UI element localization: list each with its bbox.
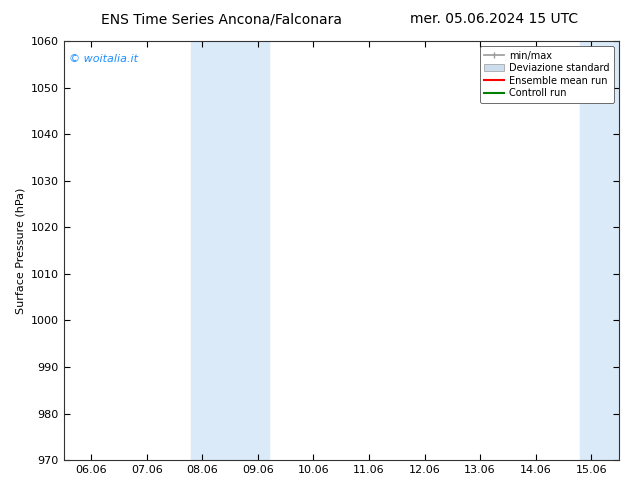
Y-axis label: Surface Pressure (hPa): Surface Pressure (hPa) — [15, 187, 25, 314]
Legend: min/max, Deviazione standard, Ensemble mean run, Controll run: min/max, Deviazione standard, Ensemble m… — [479, 46, 614, 103]
Bar — [191, 41, 269, 460]
Text: mer. 05.06.2024 15 UTC: mer. 05.06.2024 15 UTC — [410, 12, 579, 26]
Text: ENS Time Series Ancona/Falconara: ENS Time Series Ancona/Falconara — [101, 12, 342, 26]
Bar — [580, 41, 634, 460]
Text: © woitalia.it: © woitalia.it — [69, 53, 138, 64]
